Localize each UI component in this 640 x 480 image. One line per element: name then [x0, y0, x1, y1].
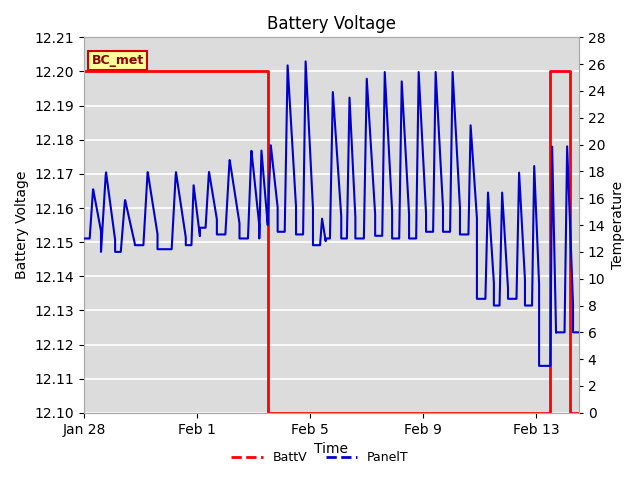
Legend: BattV, PanelT: BattV, PanelT: [227, 446, 413, 469]
X-axis label: Time: Time: [314, 442, 348, 456]
Title: Battery Voltage: Battery Voltage: [267, 15, 396, 33]
Y-axis label: Temperature: Temperature: [611, 181, 625, 269]
Text: BC_met: BC_met: [92, 54, 144, 67]
Y-axis label: Battery Voltage: Battery Voltage: [15, 171, 29, 279]
